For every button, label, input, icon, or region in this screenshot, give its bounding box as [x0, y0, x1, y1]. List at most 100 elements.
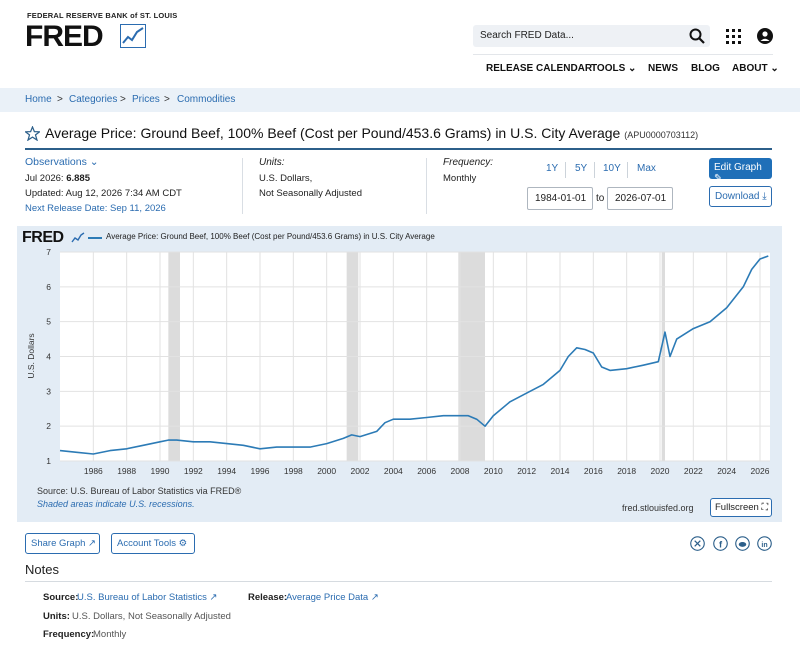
- x-tick-label: 2026: [751, 466, 770, 476]
- breadcrumb-categories[interactable]: Categories: [69, 94, 118, 105]
- svg-text:f: f: [719, 539, 723, 549]
- x-tick-label: 2004: [384, 466, 403, 476]
- account-tools-label: Account Tools: [117, 538, 176, 549]
- y-tick-label: 3: [46, 386, 51, 396]
- x-tick-label: 2008: [451, 466, 470, 476]
- observations-dropdown[interactable]: Observations ⌄: [25, 156, 99, 168]
- date-to-label: to: [596, 193, 605, 204]
- chart-fred-logo: FRED: [22, 229, 64, 246]
- notes-title: Notes: [25, 562, 59, 577]
- facebook-icon[interactable]: f: [713, 536, 728, 551]
- share-graph-label: Share Graph: [31, 538, 86, 549]
- notes-release-label: Release:: [248, 592, 288, 603]
- download-button[interactable]: Download ⤓: [709, 186, 772, 207]
- fred-url[interactable]: fred.stlouisfed.org: [622, 503, 694, 513]
- edit-icon: ✎: [714, 173, 723, 184]
- svg-text:in: in: [761, 542, 767, 549]
- notes-source-label: Source:: [43, 592, 79, 603]
- obs-period: Jul 2026:: [25, 173, 64, 184]
- end-date-input[interactable]: 2026-07-01: [607, 187, 673, 210]
- fullscreen-label: Fullscreen: [715, 502, 759, 513]
- y-tick-label: 7: [46, 247, 51, 257]
- units-label: Units:: [259, 157, 285, 168]
- search-placeholder: Search FRED Data...: [480, 30, 574, 41]
- search-icon[interactable]: [688, 27, 706, 45]
- apps-grid-icon[interactable]: [726, 29, 741, 44]
- x-tick-label: 1998: [284, 466, 303, 476]
- x-tick-label: 2012: [517, 466, 536, 476]
- chart-source: Source: U.S. Bureau of Labor Statistics …: [37, 486, 242, 496]
- external-link-icon: ↗: [370, 592, 379, 603]
- breadcrumb-prices[interactable]: Prices: [132, 94, 160, 105]
- range-max-button[interactable]: Max: [637, 163, 656, 174]
- fred-logo[interactable]: FRED: [25, 20, 104, 53]
- notes-release-link[interactable]: Average Price Data ↗: [286, 592, 379, 603]
- reddit-icon[interactable]: [735, 536, 750, 551]
- x-tick-label: 1996: [251, 466, 270, 476]
- account-tools-button[interactable]: Account Tools ⚙: [111, 533, 195, 554]
- x-tick-label: 1994: [217, 466, 236, 476]
- nav-about[interactable]: ABOUT ⌄: [732, 63, 779, 74]
- x-tick-label: 2000: [317, 466, 336, 476]
- share-graph-button[interactable]: Share Graph ↗: [25, 533, 100, 554]
- legend-label: Average Price: Ground Beef, 100% Beef (C…: [106, 232, 435, 241]
- header-divider: [473, 54, 773, 55]
- x-tick-label: 2010: [484, 466, 503, 476]
- x-twitter-icon[interactable]: [690, 536, 705, 551]
- y-tick-label: 5: [46, 317, 51, 327]
- notes-units-label: Units:: [43, 611, 70, 622]
- range-5y-button[interactable]: 5Y: [575, 163, 588, 174]
- chevron-down-icon: ⌄: [628, 63, 637, 74]
- start-date-input[interactable]: 1984-01-01: [527, 187, 593, 210]
- notes-source-link[interactable]: U.S. Bureau of Labor Statistics ↗: [77, 592, 218, 603]
- notes-divider: [25, 581, 772, 582]
- breadcrumb-separator: >: [164, 94, 170, 105]
- nav-blog[interactable]: BLOG: [691, 63, 720, 74]
- series-line: [59, 255, 769, 455]
- y-axis-label: U.S. Dollars: [26, 333, 36, 378]
- linkedin-icon[interactable]: in: [757, 536, 772, 551]
- user-gear-icon: ⚙: [178, 538, 188, 549]
- x-tick-label: 2002: [351, 466, 370, 476]
- line-chart[interactable]: 1 2 3 4 5 6 7 1986 1988 1990 1992 1994 1996 1998 2000…: [17, 246, 782, 484]
- logo-chart-icon: [120, 24, 146, 48]
- nav-news[interactable]: NEWS: [648, 63, 678, 74]
- nav-tools[interactable]: TOOLS ⌄: [591, 63, 636, 74]
- notes-frequency-label: Frequency:: [43, 629, 95, 640]
- series-title: Average Price: Ground Beef, 100% Beef (C…: [45, 125, 621, 141]
- next-release-link[interactable]: Next Release Date: Sep 11, 2026: [25, 203, 166, 214]
- breadcrumb-separator: >: [120, 94, 126, 105]
- x-tick-label: 1986: [84, 466, 103, 476]
- frequency-value: Monthly: [443, 173, 477, 184]
- breadcrumb-separator: >: [57, 94, 63, 105]
- nav-release-calendar[interactable]: RELEASE CALENDAR: [486, 63, 593, 74]
- chart-logo-icon: [71, 232, 85, 243]
- share-icon: ↗: [88, 538, 97, 549]
- y-tick-label: 1: [46, 456, 51, 466]
- x-tick-label: 1990: [151, 466, 170, 476]
- fullscreen-button[interactable]: Fullscreen ⛶: [710, 498, 772, 517]
- download-icon: ⤓: [762, 191, 767, 202]
- x-tick-label: 2018: [617, 466, 636, 476]
- x-tick-label: 2006: [417, 466, 436, 476]
- range-1y-button[interactable]: 1Y: [546, 163, 559, 174]
- page-title: Average Price: Ground Beef, 100% Beef (C…: [45, 125, 698, 141]
- range-divider: [627, 162, 628, 178]
- search-input[interactable]: Search FRED Data...: [473, 25, 710, 47]
- breadcrumb-home[interactable]: Home: [25, 94, 52, 105]
- notes-source-value: U.S. Bureau of Labor Statistics: [77, 592, 207, 603]
- nav-tools-label: TOOLS: [591, 63, 626, 74]
- meta-divider: [426, 158, 427, 214]
- chevron-down-icon: ⌄: [770, 63, 779, 74]
- edit-graph-button[interactable]: Edit Graph ✎: [709, 158, 772, 184]
- x-tick-label: 2014: [551, 466, 570, 476]
- user-account-icon[interactable]: [757, 28, 773, 44]
- notes-release-value: Average Price Data: [286, 592, 369, 603]
- x-tick-label: 2024: [717, 466, 736, 476]
- nav-about-label: ABOUT: [732, 63, 768, 74]
- breadcrumb-commodities[interactable]: Commodities: [177, 94, 236, 105]
- download-label: Download: [715, 191, 760, 202]
- range-10y-button[interactable]: 10Y: [603, 163, 621, 174]
- units-value-2: Not Seasonally Adjusted: [259, 188, 362, 199]
- favorite-star-icon[interactable]: [25, 126, 40, 141]
